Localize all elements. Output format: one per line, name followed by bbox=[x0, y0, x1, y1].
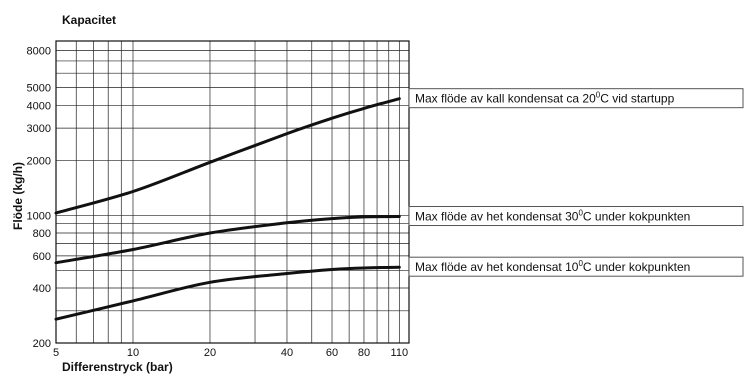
x-tick-label: 20 bbox=[204, 347, 216, 359]
x-tick-label: 5 bbox=[53, 347, 59, 359]
y-tick-label: 2000 bbox=[27, 155, 51, 167]
series-label-box-1 bbox=[408, 88, 744, 109]
series-line-1 bbox=[54, 97, 401, 215]
x-axis-title: Differenstryck (bar) bbox=[62, 360, 173, 374]
y-tick-label: 200 bbox=[33, 338, 51, 350]
series-label-2: Max flöde av het kondensat 300C under ko… bbox=[415, 209, 690, 224]
plot-frame bbox=[55, 40, 410, 344]
chart-title: Kapacitet bbox=[62, 13, 116, 27]
y-axis-ticks: 200 400 600 800 1000 2000 3000 4000 5000 8000 bbox=[27, 45, 51, 350]
series-labels: Max flöde av kall kondensat ca 200C vid … bbox=[408, 88, 744, 277]
series-label-1: Max flöde av kall kondensat ca 200C vid … bbox=[415, 91, 675, 106]
y-axis-title: Flöde (kg/h) bbox=[11, 162, 25, 230]
grid-lines bbox=[56, 41, 409, 343]
y-tick-label: 600 bbox=[33, 251, 51, 263]
x-tick-label: 110 bbox=[391, 347, 409, 359]
series-lines bbox=[54, 97, 401, 321]
x-axis-ticks: 5 10 20 40 60 80 110 bbox=[53, 347, 408, 359]
x-tick-label: 80 bbox=[358, 347, 370, 359]
x-tick-label: 10 bbox=[127, 347, 139, 359]
y-tick-label: 5000 bbox=[27, 83, 51, 95]
y-tick-label: 8000 bbox=[27, 45, 51, 57]
series-line-3 bbox=[54, 265, 401, 321]
y-tick-label: 3000 bbox=[27, 123, 51, 135]
y-tick-label: 400 bbox=[33, 283, 51, 295]
series-label-box-3 bbox=[408, 256, 744, 277]
x-tick-label: 40 bbox=[281, 347, 293, 359]
series-line-2 bbox=[54, 215, 401, 265]
x-tick-label: 60 bbox=[326, 347, 338, 359]
series-label-box-2 bbox=[408, 206, 744, 227]
y-tick-label: 1000 bbox=[27, 210, 51, 222]
y-tick-label: 4000 bbox=[27, 100, 51, 112]
series-label-3: Max flöde av het kondensat 100C under ko… bbox=[415, 259, 690, 274]
y-tick-label: 800 bbox=[33, 228, 51, 240]
